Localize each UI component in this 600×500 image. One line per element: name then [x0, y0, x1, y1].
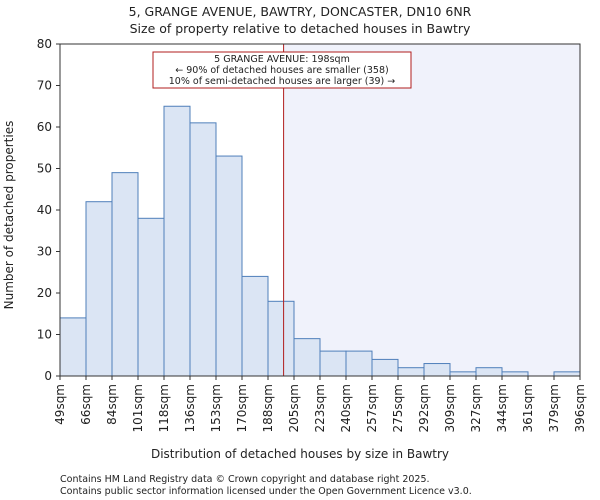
bar-188sqm	[267, 300, 295, 377]
bar-153sqm	[215, 155, 243, 377]
x-tick-label: 292sqm	[417, 384, 431, 432]
x-tick-label: 344sqm	[495, 384, 509, 432]
bar-49sqm	[59, 317, 87, 377]
bar-66sqm	[85, 201, 113, 377]
bar-136sqm	[189, 122, 217, 377]
bar-101sqm	[137, 217, 165, 377]
annotation-line-1: 5 GRANGE AVENUE: 198sqm	[214, 54, 350, 65]
annotation-line-3: 10% of semi-detached houses are larger (…	[169, 76, 396, 87]
x-tick-label: 153sqm	[209, 384, 223, 432]
y-axis-label: Number of detached properties	[2, 121, 16, 310]
bar-170sqm	[241, 275, 269, 377]
y-axis: 0 10 20 30 40 50 60 70 80	[37, 37, 60, 383]
x-tick-label: 257sqm	[365, 384, 379, 432]
y-tick-label: 80	[37, 37, 52, 51]
bar-327sqm	[475, 367, 503, 377]
x-tick-label: 396sqm	[573, 384, 587, 432]
bar-379sqm	[553, 371, 581, 377]
y-tick-label: 20	[37, 286, 52, 300]
bar-292sqm	[423, 363, 451, 377]
x-axis-label: Distribution of detached houses by size …	[151, 447, 449, 461]
y-tick-label: 50	[37, 162, 52, 176]
bar-257sqm	[371, 358, 399, 377]
bar-84sqm	[111, 172, 139, 377]
x-tick-label: 379sqm	[547, 384, 561, 432]
y-tick-label: 0	[44, 369, 52, 383]
bar-205sqm	[293, 338, 321, 377]
x-axis: 49sqm 66sqm 84sqm 101sqm 118sqm 136sqm 153sqm 1…	[53, 376, 587, 432]
bar-118sqm	[163, 105, 191, 377]
x-tick-label: 188sqm	[261, 384, 275, 432]
x-tick-label: 275sqm	[391, 384, 405, 432]
x-tick-label: 66sqm	[79, 384, 93, 425]
x-tick-label: 118sqm	[157, 384, 171, 432]
x-tick-label: 361sqm	[521, 384, 535, 432]
property-annotation: 5 GRANGE AVENUE: 198sqm ← 90% of detache…	[152, 51, 412, 89]
y-tick-label: 60	[37, 120, 52, 134]
x-tick-label: 136sqm	[183, 384, 197, 432]
x-tick-label: 309sqm	[443, 384, 457, 432]
footer-line-1: Contains HM Land Registry data © Crown c…	[60, 474, 430, 485]
chart-subtitle: Size of property relative to detached ho…	[130, 21, 471, 36]
x-tick-label: 240sqm	[339, 384, 353, 432]
y-tick-label: 10	[37, 328, 52, 342]
bar-275sqm	[397, 367, 425, 377]
y-tick-label: 40	[37, 203, 52, 217]
y-tick-label: 30	[37, 245, 52, 259]
bar-223sqm	[319, 350, 347, 377]
x-tick-label: 170sqm	[235, 384, 249, 432]
annotation-box	[152, 51, 412, 89]
x-tick-label: 84sqm	[105, 384, 119, 425]
y-tick-label: 70	[37, 79, 52, 93]
x-tick-label: 49sqm	[53, 384, 67, 425]
annotation-line-2: ← 90% of detached houses are smaller (35…	[175, 65, 388, 76]
bars-group	[59, 105, 581, 377]
footer-line-2: Contains public sector information licen…	[60, 486, 472, 497]
chart-title: 5, GRANGE AVENUE, BAWTRY, DONCASTER, DN1…	[129, 4, 472, 19]
x-tick-label: 327sqm	[469, 384, 483, 432]
x-tick-label: 223sqm	[313, 384, 327, 432]
larger-properties-region	[283, 44, 580, 376]
bar-344sqm	[501, 371, 529, 377]
bar-309sqm	[449, 371, 477, 377]
x-tick-label: 101sqm	[131, 384, 145, 432]
bar-240sqm	[345, 350, 373, 377]
x-tick-label: 205sqm	[287, 384, 301, 432]
